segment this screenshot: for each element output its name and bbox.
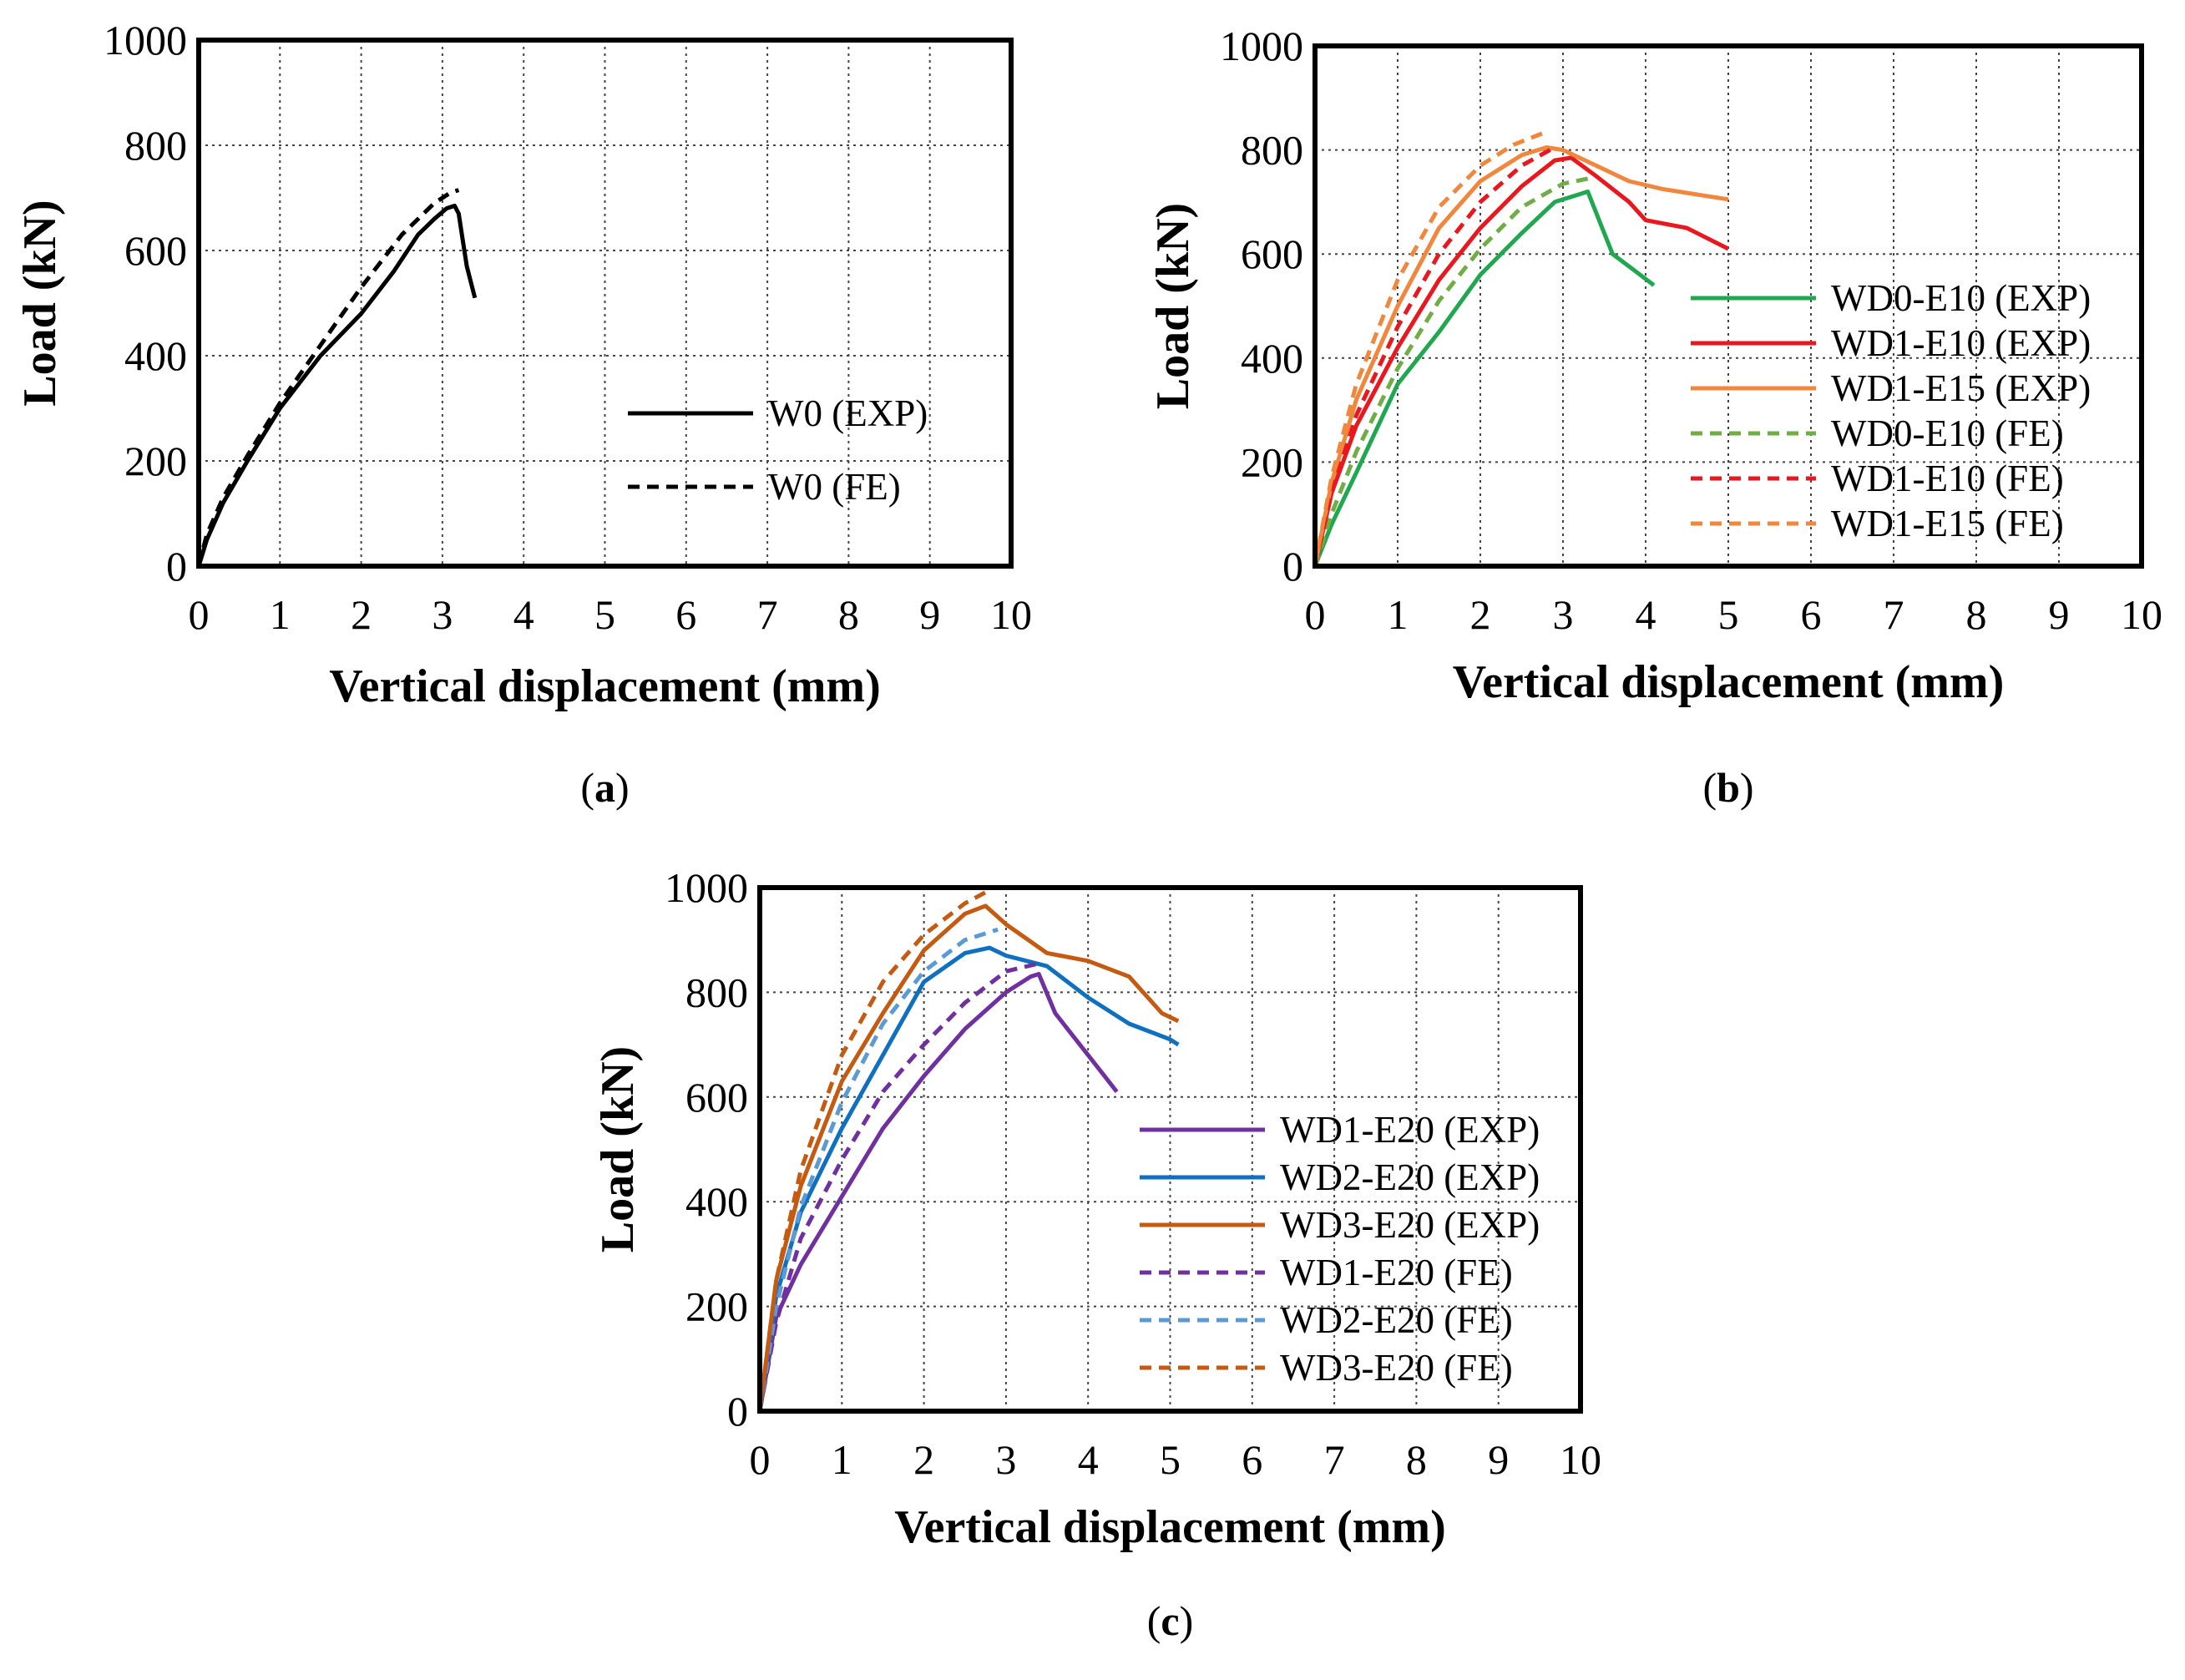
panel-letter: c	[1161, 1597, 1179, 1644]
panel-c: 0 1 2 3 4 5 6 7 8 9 10 0 200 400 600 800 1000 Vertical di…	[592, 864, 1601, 1644]
x-tick-label: 6	[1801, 591, 1822, 638]
legend-label: WD3-E20 (FE)	[1280, 1347, 1513, 1389]
series-line-3	[1313, 145, 1729, 567]
y-tick-label: 0	[727, 1388, 748, 1435]
y-tick-label: 800	[1241, 127, 1303, 174]
y-tick-label: 0	[166, 543, 187, 590]
series-line-6	[1313, 129, 1548, 567]
y-tick-label: 800	[124, 122, 187, 169]
series-line-4	[757, 961, 1039, 1412]
x-tick-label: 8	[1966, 591, 1987, 638]
series-line-1	[757, 972, 1119, 1412]
series-line-5	[757, 927, 999, 1412]
legend-label: WD1-E15 (FE)	[1831, 503, 2064, 544]
legend-label: WD1-E20 (FE)	[1280, 1252, 1513, 1293]
x-tick-label: 3	[1553, 591, 1574, 638]
y-tick-label: 200	[124, 438, 187, 484]
legend-label: W0 (EXP)	[768, 392, 928, 434]
legend-label: WD3-E20 (EXP)	[1280, 1204, 1540, 1246]
legend-label: WD1-E10 (FE)	[1831, 458, 2064, 499]
x-tick-label: 9	[1488, 1436, 1509, 1483]
panel-a: 0 1 2 3 4 5 6 7 8 9 10 0 200 400 600 800 1000 Vertical di…	[14, 17, 1032, 811]
panel-label: (a)	[580, 764, 629, 811]
y-axis-label: Load (kN)	[1147, 203, 1199, 409]
y-tick-label: 600	[685, 1074, 748, 1121]
x-tick-label: 3	[995, 1436, 1016, 1483]
panel-b: 0 1 2 3 4 5 6 7 8 9 10 0 200 400 600 800 1000 Vertical di…	[1147, 23, 2162, 811]
legend-label: WD2-E20 (FE)	[1280, 1299, 1513, 1341]
x-tick-label: 7	[757, 591, 778, 638]
y-tick-label: 400	[124, 332, 187, 379]
x-tick-label: 7	[1884, 591, 1904, 638]
x-tick-label: 7	[1324, 1436, 1345, 1483]
x-tick-label: 6	[675, 591, 696, 638]
y-tick-label: 1000	[1220, 23, 1303, 69]
panel-letter: b	[1717, 764, 1740, 811]
plot-frame	[757, 885, 1583, 1414]
x-tick-label: 2	[351, 591, 372, 638]
series-line-2	[1313, 155, 1730, 567]
x-tick-label: 4	[1636, 591, 1656, 638]
x-tick-label: 0	[1305, 591, 1326, 638]
x-axis-label: Vertical displacement (mm)	[329, 660, 880, 712]
series-line-3	[757, 903, 1180, 1412]
panel-label: (c)	[1147, 1597, 1194, 1644]
panel-letter: a	[594, 764, 615, 811]
legend-label: WD1-E10 (EXP)	[1831, 322, 2091, 364]
x-axis-label: Vertical displacement (mm)	[894, 1501, 1445, 1553]
y-tick-label: 200	[1241, 438, 1303, 485]
legend-label: WD0-E10 (EXP)	[1831, 277, 2091, 319]
legend-label: W0 (FE)	[768, 466, 901, 508]
series-line-6	[757, 888, 991, 1412]
x-tick-label: 5	[1718, 591, 1739, 638]
y-axis-label: Load (kN)	[14, 200, 66, 406]
series-line-5	[1313, 145, 1556, 567]
series-line-2	[196, 188, 460, 567]
y-tick-label: 600	[124, 227, 187, 274]
x-tick-label: 5	[594, 591, 615, 638]
series-line-2	[757, 945, 1180, 1412]
x-tick-label: 10	[2121, 591, 2162, 638]
x-tick-label: 8	[838, 591, 859, 638]
y-tick-label: 800	[685, 969, 748, 1015]
plot-frame	[1313, 43, 2144, 569]
x-tick-label: 1	[270, 591, 291, 638]
plot-frame	[196, 38, 1014, 569]
series-line-4	[1313, 176, 1589, 567]
y-axis-label: Load (kN)	[592, 1046, 644, 1252]
y-tick-label: 400	[685, 1178, 748, 1225]
y-tick-label: 600	[1241, 230, 1303, 277]
panel-label: (b)	[1702, 764, 1753, 811]
x-tick-label: 9	[919, 591, 940, 638]
x-tick-label: 1	[832, 1436, 852, 1483]
x-tick-label: 2	[913, 1436, 934, 1483]
x-tick-label: 8	[1406, 1436, 1427, 1483]
y-tick-label: 0	[1282, 543, 1303, 590]
y-tick-label: 1000	[665, 864, 748, 911]
x-tick-label: 4	[513, 591, 534, 638]
y-tick-label: 200	[685, 1283, 748, 1330]
x-tick-label: 2	[1470, 591, 1491, 638]
x-tick-label: 0	[189, 591, 210, 638]
x-tick-label: 10	[990, 591, 1032, 638]
x-tick-label: 9	[2049, 591, 2070, 638]
x-tick-label: 10	[1560, 1436, 1601, 1483]
x-tick-label: 5	[1160, 1436, 1181, 1483]
x-tick-label: 6	[1242, 1436, 1262, 1483]
legend-label: WD2-E20 (EXP)	[1280, 1156, 1540, 1198]
x-tick-label: 4	[1078, 1436, 1099, 1483]
y-tick-label: 400	[1241, 335, 1303, 382]
x-tick-label: 3	[432, 591, 453, 638]
y-tick-label: 1000	[104, 17, 187, 63]
legend-label: WD1-E20 (EXP)	[1280, 1109, 1540, 1151]
legend-label: WD1-E15 (EXP)	[1831, 367, 2091, 409]
series-line-1	[1313, 189, 1656, 567]
series-line-1	[196, 203, 478, 567]
legend-label: WD0-E10 (FE)	[1831, 412, 2064, 454]
x-tick-label: 0	[750, 1436, 771, 1483]
x-axis-label: Vertical displacement (mm)	[1453, 656, 2004, 708]
x-tick-label: 1	[1388, 591, 1409, 638]
